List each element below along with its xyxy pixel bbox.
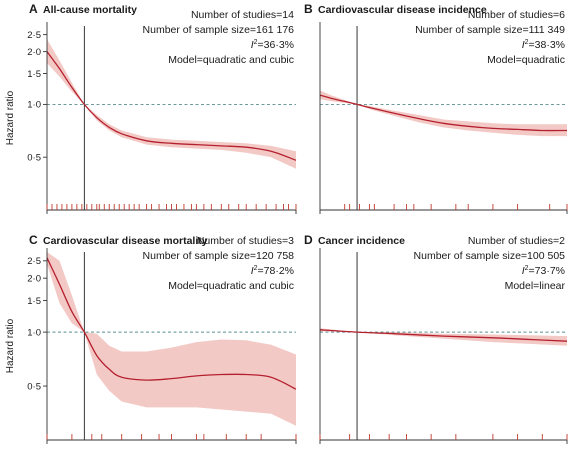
panel-c-title: Cardiovascular disease mortality (43, 235, 208, 247)
panel-c-annotation: Model=quadratic and cubic (168, 280, 294, 292)
panel-a-y-tick-label: 0·5 (27, 153, 41, 164)
panel-a-estimate-curve (46, 51, 297, 161)
panel-d-estimate-curve (319, 329, 568, 342)
panel-a-y-tick-label: 2·5 (27, 30, 41, 41)
panel-d-letter: D (304, 233, 313, 247)
panel-a-y-tick-label: 1·0 (27, 100, 41, 111)
panel-a-annotation: Number of studies=14 (191, 9, 294, 21)
panel-d-annotation: Model=linear (505, 280, 566, 292)
panel-c-annotation: Number of sample size=120 758 (143, 250, 295, 262)
panel-b: B Cardiovascular disease incidenceNumber … (304, 2, 568, 214)
panel-c-y-tick-label: 0·5 (27, 381, 41, 392)
panel-a-y-tick-label: 1·5 (27, 69, 41, 80)
panel-a-annotation: Number of sample size=161 176 (143, 24, 295, 36)
panel-b-annotation: Number of sample size=111 349 (415, 24, 565, 36)
panel-c-y-tick-label: 2·0 (27, 273, 41, 284)
panel-a: A All-cause mortality 2·5 2·0 1·5 1·0 0·5 Hazar… (5, 2, 297, 214)
panel-d: D Cancer incidence Number of studies=2 Numb… (304, 233, 568, 444)
panel-a-title: All-cause mortality (43, 4, 137, 16)
panel-c-annotation: Number of studies=3 (197, 235, 294, 247)
panel-c-y-tick-label: 1·5 (27, 296, 41, 307)
panel-c-y-tick-label: 2·5 (27, 256, 41, 267)
panel-a-annotation: I2=36·3% (251, 39, 294, 51)
panel-c-estimate-curve (46, 257, 297, 390)
panel-c-letter: C (29, 233, 38, 247)
panel-a-y-tick-label: 2·0 (27, 47, 41, 58)
panel-c-ci-band (47, 252, 296, 426)
panel-a-y-axis-label: Hazard ratio (5, 90, 16, 145)
panel-b-annotation: I2=38·3% (522, 39, 565, 51)
panel-b-title: Cardiovascular disease incidence (318, 4, 487, 16)
panel-b-annotation: Number of studies=6 (468, 9, 565, 21)
panel-c-annotation: I2=78·2% (251, 265, 294, 277)
panel-d-annotation: I2=73·7% (522, 265, 565, 277)
panel-b-annotation: Model=quadratic (487, 54, 565, 66)
panel-c-y-axis-label: Hazard ratio (5, 318, 16, 373)
panel-d-annotation: Number of studies=2 (468, 235, 565, 247)
panel-c-y-tick-label: 1·0 (27, 327, 41, 338)
panel-b-ci-band (320, 90, 567, 137)
panel-d-annotation: Number of sample size=100 505 (414, 250, 566, 262)
panel-a-letter: A (29, 2, 38, 16)
panel-d-title: Cancer incidence (318, 235, 405, 247)
panel-b-letter: B (304, 2, 313, 16)
panel-b-estimate-curve (319, 94, 568, 132)
panel-a-annotation: Model=quadratic and cubic (168, 54, 294, 66)
